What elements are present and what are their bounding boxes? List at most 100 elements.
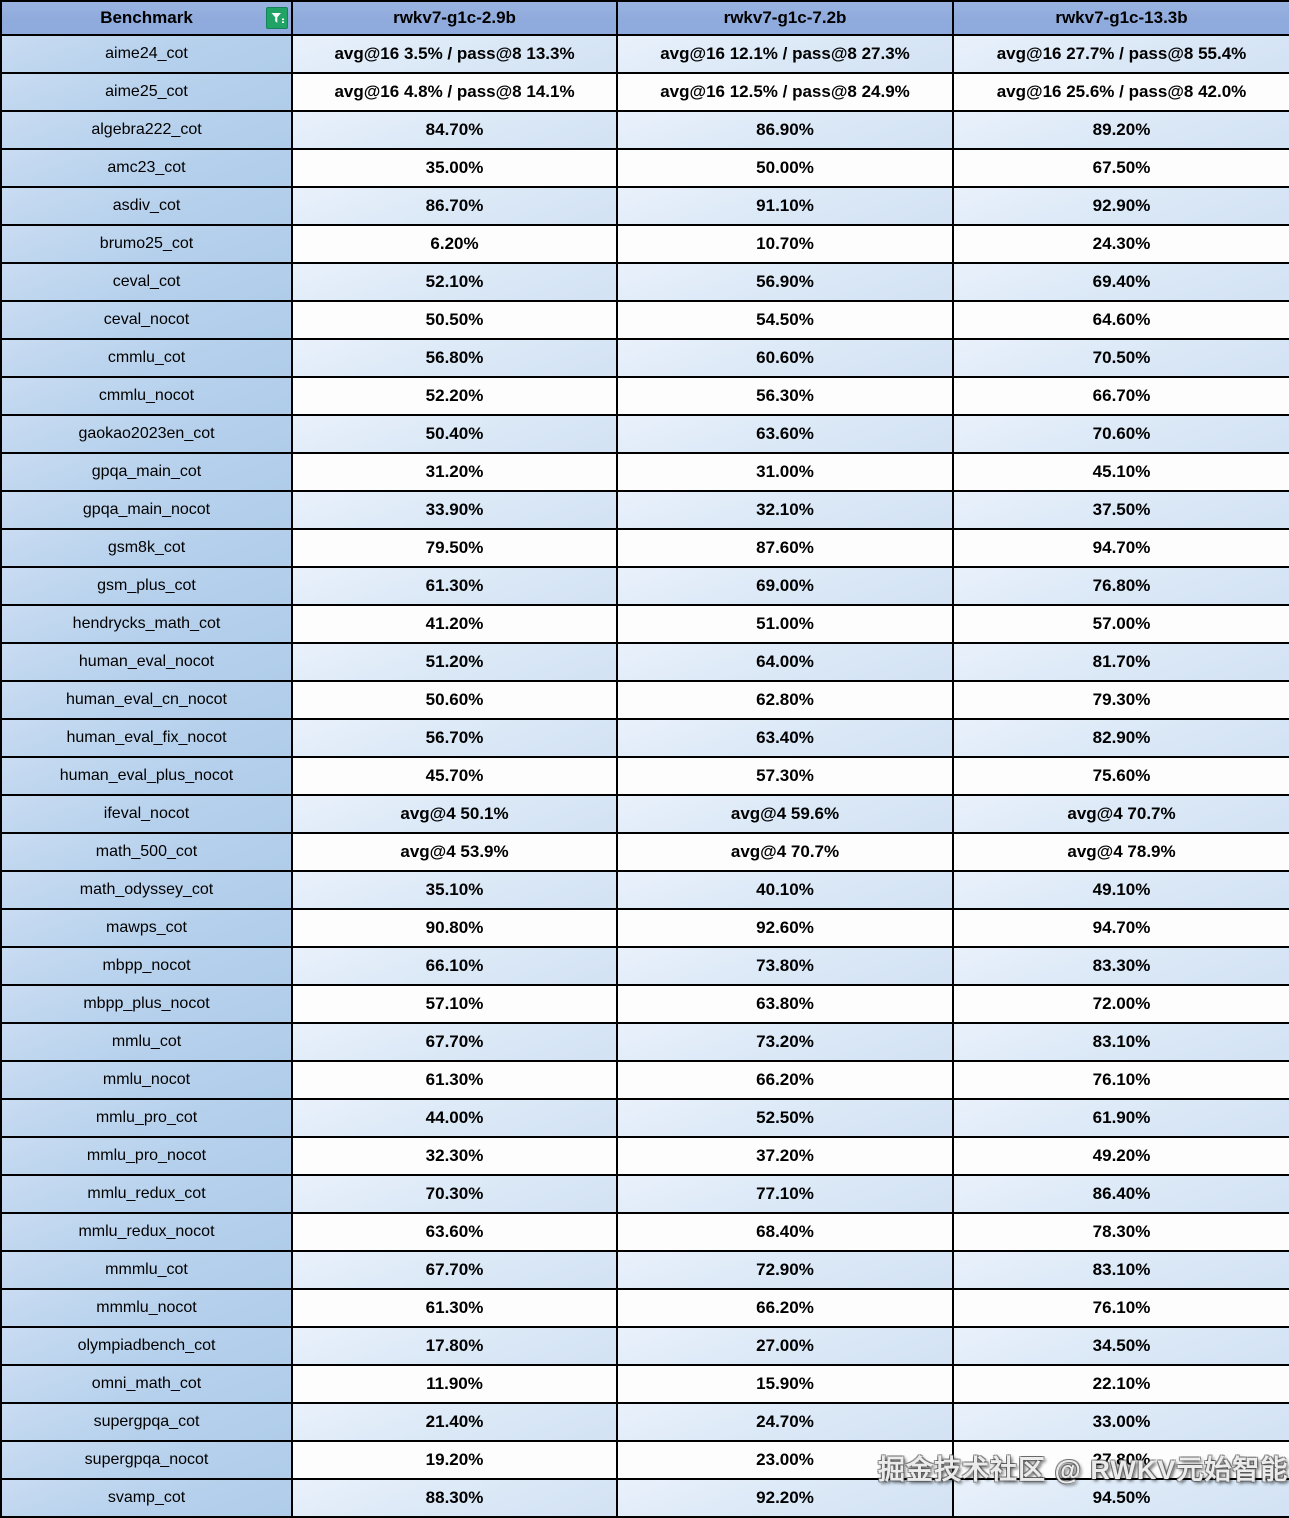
value-cell[interactable]: 84.70% [291,110,618,150]
value-cell[interactable]: 79.30% [952,680,1289,720]
value-cell[interactable]: 73.20% [616,1022,954,1062]
value-cell[interactable]: avg@16 4.8% / pass@8 14.1% [291,72,618,112]
benchmark-cell[interactable]: gsm_plus_cot [0,566,293,606]
value-cell[interactable]: 57.10% [291,984,618,1024]
value-cell[interactable]: 45.70% [291,756,618,796]
value-cell[interactable]: 31.20% [291,452,618,492]
benchmark-cell[interactable]: mmlu_redux_cot [0,1174,293,1214]
value-cell[interactable]: 50.40% [291,414,618,454]
value-cell[interactable]: avg@4 78.9% [952,832,1289,872]
value-cell[interactable]: 91.10% [616,186,954,226]
value-cell[interactable]: 86.40% [952,1174,1289,1214]
value-cell[interactable]: 52.50% [616,1098,954,1138]
benchmark-cell[interactable]: olympiadbench_cot [0,1326,293,1366]
column-header-benchmark[interactable]: Benchmark [0,0,293,36]
value-cell[interactable]: 66.20% [616,1060,954,1100]
benchmark-cell[interactable]: mmlu_pro_cot [0,1098,293,1138]
benchmark-cell[interactable]: mbpp_plus_nocot [0,984,293,1024]
value-cell[interactable]: 17.80% [291,1326,618,1366]
benchmark-cell[interactable]: omni_math_cot [0,1364,293,1404]
value-cell[interactable]: 19.20% [291,1440,618,1480]
benchmark-cell[interactable]: supergpqa_nocot [0,1440,293,1480]
benchmark-cell[interactable]: amc23_cot [0,148,293,188]
value-cell[interactable]: 64.00% [616,642,954,682]
value-cell[interactable]: 61.30% [291,566,618,606]
value-cell[interactable]: 32.30% [291,1136,618,1176]
value-cell[interactable]: 79.50% [291,528,618,568]
value-cell[interactable]: 76.80% [952,566,1289,606]
value-cell[interactable]: 92.60% [616,908,954,948]
benchmark-cell[interactable]: gpqa_main_nocot [0,490,293,530]
value-cell[interactable]: avg@16 3.5% / pass@8 13.3% [291,34,618,74]
value-cell[interactable]: 94.50% [952,1478,1289,1518]
benchmark-cell[interactable]: mmmlu_nocot [0,1288,293,1328]
benchmark-cell[interactable]: math_500_cot [0,832,293,872]
value-cell[interactable]: 60.60% [616,338,954,378]
value-cell[interactable]: 82.90% [952,718,1289,758]
value-cell[interactable]: 45.10% [952,452,1289,492]
value-cell[interactable]: 63.40% [616,718,954,758]
value-cell[interactable]: 64.60% [952,300,1289,340]
value-cell[interactable]: 57.30% [616,756,954,796]
value-cell[interactable]: 35.00% [291,148,618,188]
value-cell[interactable]: 83.30% [952,946,1289,986]
value-cell[interactable]: 76.10% [952,1288,1289,1328]
benchmark-cell[interactable]: ceval_cot [0,262,293,302]
value-cell[interactable]: 77.10% [616,1174,954,1214]
value-cell[interactable]: 41.20% [291,604,618,644]
value-cell[interactable]: 61.30% [291,1060,618,1100]
value-cell[interactable]: 52.10% [291,262,618,302]
value-cell[interactable]: 90.80% [291,908,618,948]
value-cell[interactable]: 76.10% [952,1060,1289,1100]
benchmark-cell[interactable]: mmmlu_cot [0,1250,293,1290]
value-cell[interactable]: 62.80% [616,680,954,720]
value-cell[interactable]: 51.00% [616,604,954,644]
column-header-model-2-9b[interactable]: rwkv7-g1c-2.9b [291,0,618,36]
value-cell[interactable]: 94.70% [952,908,1289,948]
value-cell[interactable]: 66.10% [291,946,618,986]
benchmark-cell[interactable]: mawps_cot [0,908,293,948]
benchmark-cell[interactable]: mmlu_nocot [0,1060,293,1100]
value-cell[interactable]: 72.90% [616,1250,954,1290]
benchmark-cell[interactable]: human_eval_plus_nocot [0,756,293,796]
benchmark-cell[interactable]: svamp_cot [0,1478,293,1518]
value-cell[interactable]: 67.70% [291,1022,618,1062]
value-cell[interactable]: 56.70% [291,718,618,758]
value-cell[interactable]: 34.50% [952,1326,1289,1366]
value-cell[interactable]: 70.30% [291,1174,618,1214]
column-header-model-13-3b[interactable]: rwkv7-g1c-13.3b [952,0,1289,36]
value-cell[interactable]: avg@4 70.7% [616,832,954,872]
benchmark-cell[interactable]: gpqa_main_cot [0,452,293,492]
value-cell[interactable]: 24.70% [616,1402,954,1442]
value-cell[interactable]: 67.70% [291,1250,618,1290]
benchmark-cell[interactable]: aime25_cot [0,72,293,112]
value-cell[interactable]: 51.20% [291,642,618,682]
value-cell[interactable]: 49.10% [952,870,1289,910]
value-cell[interactable]: 66.70% [952,376,1289,416]
value-cell[interactable]: 70.60% [952,414,1289,454]
benchmark-cell[interactable]: asdiv_cot [0,186,293,226]
benchmark-cell[interactable]: aime24_cot [0,34,293,74]
benchmark-cell[interactable]: supergpqa_cot [0,1402,293,1442]
value-cell[interactable]: 81.70% [952,642,1289,682]
value-cell[interactable]: 33.90% [291,490,618,530]
value-cell[interactable]: avg@16 12.5% / pass@8 24.9% [616,72,954,112]
benchmark-cell[interactable]: math_odyssey_cot [0,870,293,910]
value-cell[interactable]: avg@16 25.6% / pass@8 42.0% [952,72,1289,112]
value-cell[interactable]: 61.30% [291,1288,618,1328]
value-cell[interactable]: 11.90% [291,1364,618,1404]
value-cell[interactable]: 54.50% [616,300,954,340]
value-cell[interactable]: 35.10% [291,870,618,910]
benchmark-cell[interactable]: human_eval_cn_nocot [0,680,293,720]
value-cell[interactable]: 27.00% [616,1326,954,1366]
benchmark-cell[interactable]: hendrycks_math_cot [0,604,293,644]
value-cell[interactable]: 89.20% [952,110,1289,150]
value-cell[interactable]: 22.10% [952,1364,1289,1404]
value-cell[interactable]: 63.60% [616,414,954,454]
value-cell[interactable]: 6.20% [291,224,618,264]
benchmark-cell[interactable]: ceval_nocot [0,300,293,340]
value-cell[interactable]: 37.20% [616,1136,954,1176]
value-cell[interactable]: 68.40% [616,1212,954,1252]
benchmark-cell[interactable]: algebra222_cot [0,110,293,150]
value-cell[interactable]: avg@16 12.1% / pass@8 27.3% [616,34,954,74]
